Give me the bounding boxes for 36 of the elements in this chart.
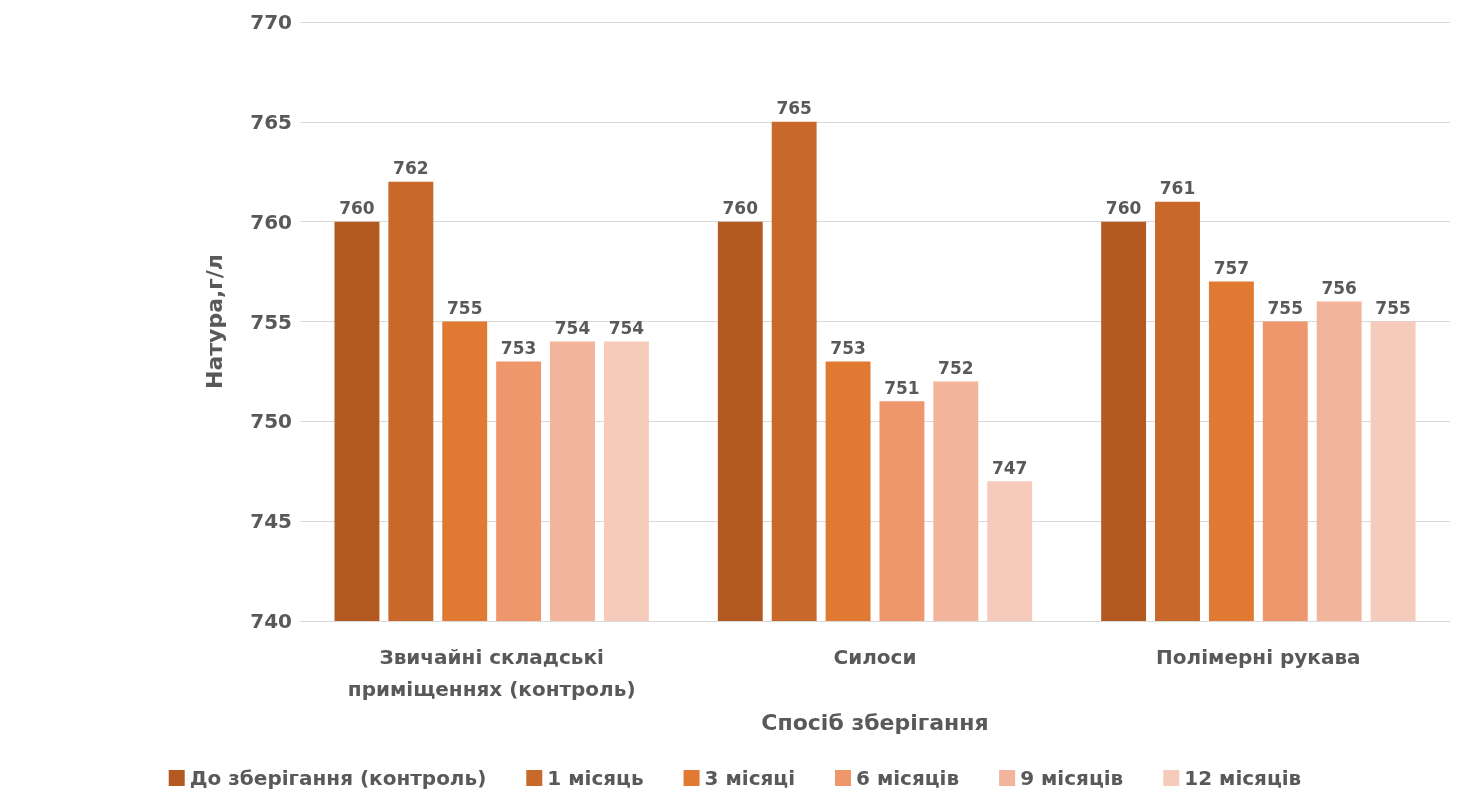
legend-label: 1 місяць [547, 766, 644, 790]
legend-label: 3 місяці [704, 766, 796, 790]
data-label: 753 [500, 337, 537, 358]
y-tick-label: 755 [250, 309, 292, 334]
y-tick-label: 770 [250, 10, 292, 34]
data-label: 760 [722, 198, 759, 219]
data-label: 754 [554, 317, 591, 338]
data-label: 755 [1375, 298, 1411, 318]
data-label: 747 [991, 457, 1028, 478]
x-tick-label: Силоси [833, 645, 917, 669]
data-label: 755 [446, 298, 483, 318]
legend-label: 6 місяців [856, 766, 960, 790]
data-label: 752 [938, 357, 974, 378]
data-label: 754 [608, 317, 645, 338]
y-tick-label: 740 [250, 609, 292, 633]
y-axis-title: Натура,г/л [201, 254, 227, 389]
legend-label: 9 місяців [1020, 766, 1124, 790]
x-tick-label: Полімерні рукава [1156, 645, 1361, 669]
data-label: 760 [339, 198, 375, 219]
x-tick-label: Звичайні складські приміщеннях (контроль) [347, 645, 636, 701]
legend-label: 12 місяців [1184, 766, 1302, 790]
data-label: 762 [393, 158, 429, 179]
data-label: 757 [1213, 258, 1250, 279]
legend-label: До зберігання (контроль) [189, 766, 487, 790]
data-label: 753 [830, 337, 866, 358]
data-label: 756 [1321, 278, 1357, 299]
data-label: 755 [1267, 298, 1304, 318]
y-tick-label: 750 [250, 409, 292, 434]
y-tick-label: 760 [250, 209, 292, 234]
x-axis-title: Спосіб зберігання [761, 709, 989, 735]
y-tick-label: 745 [250, 509, 292, 534]
data-label: 765 [776, 98, 812, 119]
data-label: 761 [1159, 178, 1196, 199]
data-label: 751 [884, 377, 920, 398]
data-label: 760 [1105, 198, 1142, 219]
y-tick-label: 765 [250, 109, 292, 134]
